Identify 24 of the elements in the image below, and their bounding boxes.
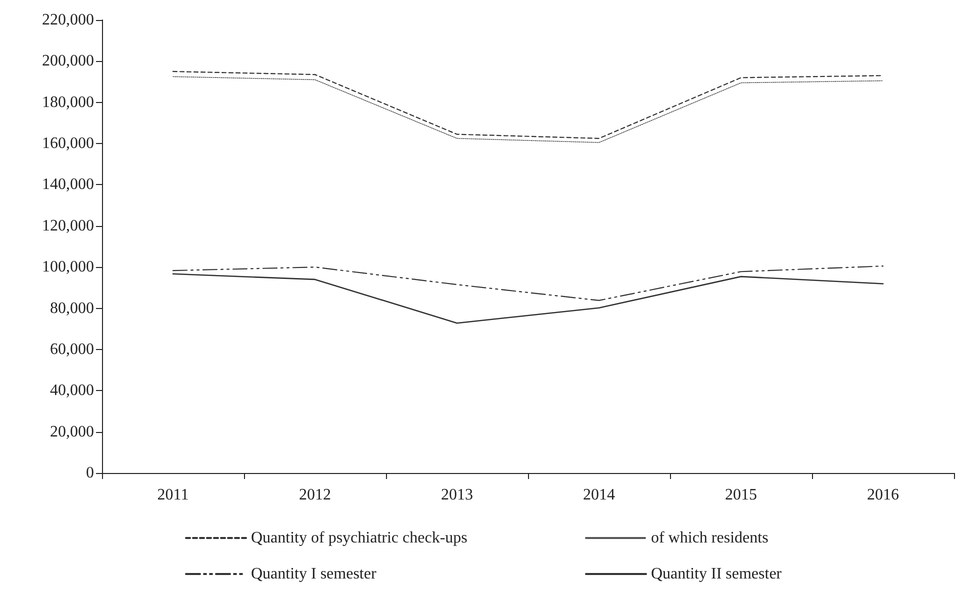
x-tick-label: 2015 [725, 486, 757, 504]
y-tick-label: 40,000 [50, 382, 94, 400]
x-tick-label: 2013 [441, 486, 473, 504]
x-tick-label: 2016 [867, 486, 899, 504]
y-tick-label: 20,000 [50, 423, 94, 440]
y-tick-label: 140,000 [42, 176, 94, 194]
y-tick-label: 60,000 [50, 340, 94, 358]
y-tick-label: 200,000 [42, 52, 94, 70]
y-tick-label: 100,000 [42, 258, 94, 276]
legend-label: Quantity of psychiatric check-ups [251, 530, 468, 546]
legend-label: Quantity I semester [251, 566, 377, 582]
legend-label: of which residents [651, 530, 768, 546]
legend-label: Quantity II semester [651, 566, 782, 582]
y-tick-label: 120,000 [42, 217, 94, 234]
y-tick-label: 160,000 [42, 135, 94, 152]
y-tick-label: 180,000 [42, 94, 94, 111]
y-tick-label: 80,000 [50, 300, 94, 317]
y-tick-label: 0 [86, 464, 94, 482]
x-tick-label: 2011 [157, 486, 189, 504]
line-series [172, 266, 884, 301]
x-tick-label: 2014 [583, 486, 615, 504]
y-tick-label: 220,000 [42, 12, 94, 28]
line-series [172, 273, 884, 324]
x-tick-label: 2012 [299, 486, 331, 504]
